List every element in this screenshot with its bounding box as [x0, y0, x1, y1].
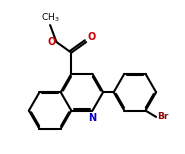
Text: Br: Br [157, 112, 169, 121]
Text: O: O [88, 32, 96, 42]
Text: O: O [47, 37, 56, 47]
Text: N: N [88, 113, 97, 123]
Text: CH$_3$: CH$_3$ [41, 12, 59, 24]
